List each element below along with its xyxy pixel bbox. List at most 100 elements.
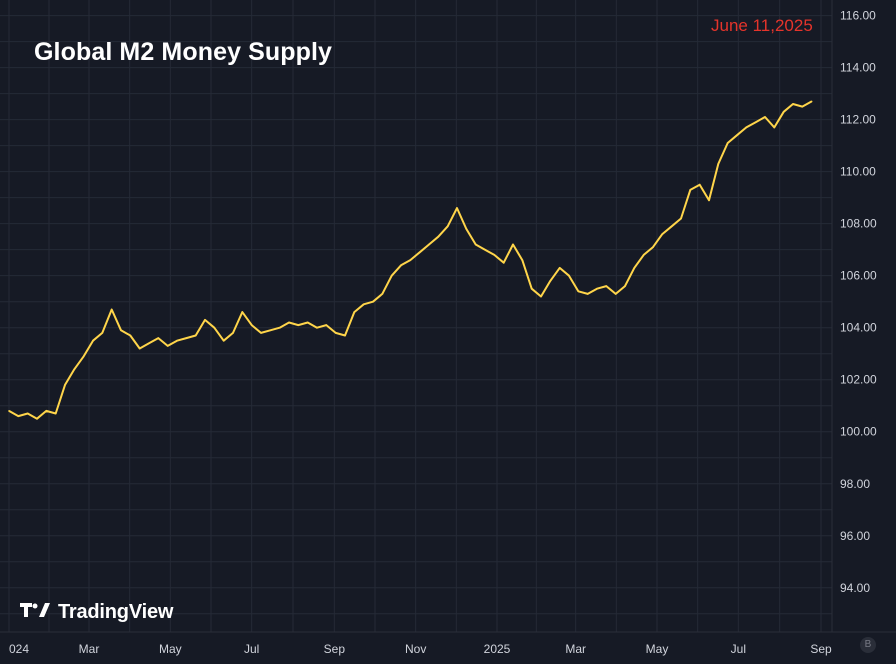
data-point — [260, 332, 262, 334]
data-point — [381, 293, 384, 295]
grid-layer — [0, 0, 896, 633]
data-point — [689, 189, 692, 191]
data-point — [446, 225, 449, 228]
data-point — [269, 329, 272, 332]
y-tick-label: 112.00 — [840, 113, 876, 127]
data-point — [456, 207, 458, 209]
data-point — [801, 105, 804, 108]
y-tick-label: 106.00 — [840, 269, 877, 283]
data-point — [418, 251, 421, 254]
date-label: June 11,2025 — [711, 16, 813, 35]
data-point — [26, 412, 29, 415]
data-point — [680, 217, 682, 220]
data-point — [241, 311, 244, 313]
data-point — [512, 243, 514, 246]
data-point — [372, 300, 374, 303]
x-axis: 024 Mar May Jul Sep Nov 2025 Mar May Jul Sep — [9, 642, 832, 656]
data-point — [334, 332, 337, 334]
data-point — [138, 347, 141, 350]
data-point — [288, 321, 290, 324]
data-point — [437, 235, 440, 238]
x-tick-label: Nov — [405, 642, 426, 656]
data-point — [670, 225, 673, 228]
data-point — [92, 339, 94, 342]
data-point — [250, 324, 253, 326]
data-point — [204, 319, 206, 321]
data-point — [717, 163, 720, 165]
data-point — [698, 183, 701, 186]
data-point — [306, 321, 309, 324]
data-point — [521, 259, 524, 261]
data-point — [54, 412, 57, 415]
data-point — [213, 326, 216, 329]
b-badge[interactable]: B — [860, 637, 876, 653]
tradingview-brand[interactable]: TradingView — [20, 601, 173, 624]
data-point — [409, 259, 412, 261]
data-point — [633, 267, 636, 269]
data-point — [745, 126, 748, 129]
data-point — [362, 303, 365, 306]
data-point — [194, 334, 197, 337]
y-tick-label: 100.00 — [840, 425, 877, 439]
data-point — [586, 293, 589, 295]
data-point — [400, 264, 402, 267]
y-tick-label: 96.00 — [840, 529, 870, 543]
chart-title: Global M2 Money Supply — [34, 38, 333, 66]
data-point — [530, 287, 533, 290]
y-tick-label: 104.00 — [840, 321, 877, 335]
x-tick-label: 024 — [9, 642, 29, 656]
data-point — [157, 337, 160, 339]
data-point — [540, 295, 542, 298]
data-point — [232, 332, 234, 334]
data-point — [129, 334, 132, 337]
x-tick-label: Sep — [810, 642, 832, 656]
data-point — [45, 410, 48, 412]
data-point — [624, 285, 626, 287]
data-point — [166, 345, 169, 347]
data-point — [36, 417, 38, 420]
x-tick-label: Mar — [565, 642, 586, 656]
data-point — [558, 267, 561, 269]
data-point — [17, 415, 20, 417]
data-point — [810, 100, 813, 103]
data-point — [764, 116, 766, 118]
data-point — [297, 324, 300, 326]
data-point — [148, 342, 150, 345]
data-point — [222, 339, 225, 342]
data-point — [120, 329, 122, 332]
data-point — [652, 246, 654, 248]
data-point — [577, 290, 580, 293]
data-point — [176, 339, 178, 342]
data-point — [8, 410, 10, 412]
data-point — [484, 248, 486, 251]
data-point — [353, 311, 356, 313]
data-point — [708, 199, 710, 202]
x-tick-label: Mar — [79, 642, 100, 656]
data-point — [736, 134, 738, 137]
data-point — [568, 274, 570, 277]
data-point — [73, 368, 76, 371]
tradingview-logo-icon — [20, 601, 50, 624]
data-point — [502, 261, 505, 264]
data-point — [596, 287, 598, 290]
data-point — [428, 243, 430, 246]
data-point — [101, 332, 104, 334]
y-axis: 116.00 114.00 112.00 110.00 108.00 106.00 104.… — [840, 9, 877, 595]
data-point — [642, 254, 645, 256]
data-point — [661, 233, 664, 235]
x-tick-label: May — [646, 642, 669, 656]
data-point — [614, 293, 617, 295]
data-point — [726, 142, 729, 144]
data-point — [110, 308, 113, 311]
y-tick-label: 114.00 — [840, 61, 876, 75]
data-point — [754, 121, 757, 124]
y-tick-label: 108.00 — [840, 217, 877, 231]
data-point — [185, 337, 188, 339]
x-tick-label: Jul — [244, 642, 259, 656]
data-point — [782, 111, 785, 113]
data-point — [605, 285, 608, 287]
data-point — [278, 326, 281, 329]
data-point — [493, 254, 496, 256]
y-tick-label: 102.00 — [840, 373, 877, 387]
